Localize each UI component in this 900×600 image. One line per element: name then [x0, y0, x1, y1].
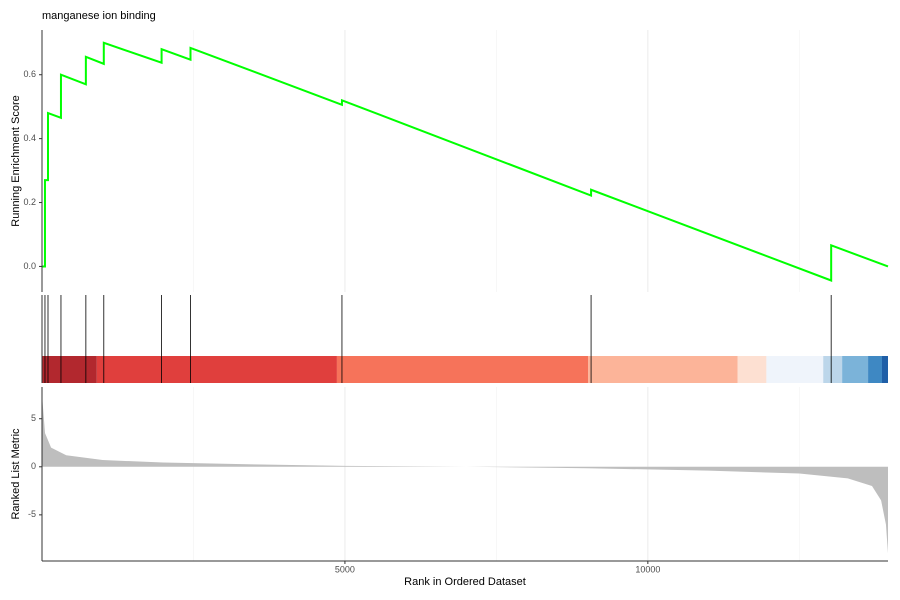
- y-tick-label: 0.0: [23, 261, 36, 271]
- color-bar-segment: [96, 356, 337, 383]
- x-tick-label: 10000: [635, 564, 660, 574]
- color-bar-segment: [42, 356, 97, 383]
- color-bar-segment: [868, 356, 883, 383]
- y-tick-label: 0.4: [23, 133, 36, 143]
- color-bar-segment: [766, 356, 824, 383]
- color-bar-segment: [336, 356, 589, 383]
- color-bar-segment: [588, 356, 738, 383]
- y-tick-label: 0.6: [23, 69, 36, 79]
- color-bar-segment: [882, 356, 888, 383]
- x-tick-label: 5000: [335, 564, 355, 574]
- x-axis-label: Rank in Ordered Dataset: [404, 576, 526, 588]
- y-tick-label: 0.2: [23, 197, 36, 207]
- y-tick-label: 0: [31, 461, 36, 471]
- color-bar-segment: [737, 356, 767, 383]
- color-bar-segment: [842, 356, 869, 383]
- y-tick-label: -5: [28, 509, 36, 519]
- color-bar-segment: [823, 356, 843, 383]
- chart-title: manganese ion binding: [42, 10, 156, 22]
- ranked-metric-area: [42, 394, 888, 554]
- y-axis-label: Running Enrichment Score: [10, 95, 22, 226]
- y-tick-label: 5: [31, 413, 36, 423]
- enrichment-line: [42, 41, 889, 282]
- y-axis-label: Ranked List Metric: [10, 428, 22, 520]
